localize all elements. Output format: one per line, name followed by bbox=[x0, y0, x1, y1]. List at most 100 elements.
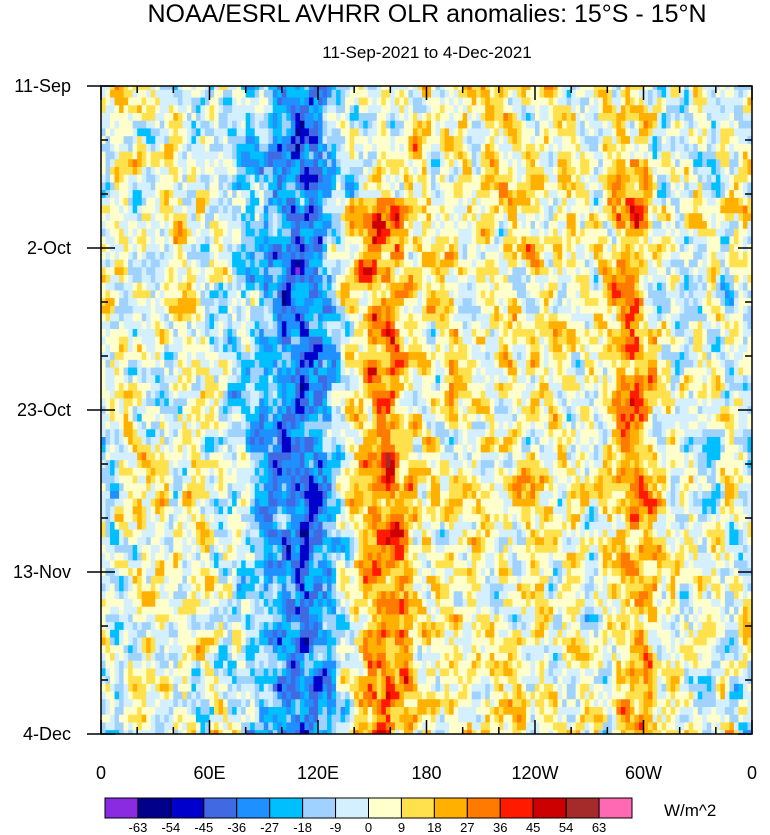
heatmap-cell bbox=[385, 143, 391, 152]
heatmap-cell bbox=[132, 86, 138, 91]
heatmap-cell bbox=[688, 86, 694, 91]
heatmap-cell bbox=[322, 313, 328, 322]
heatmap-cell bbox=[155, 89, 161, 98]
heatmap-cell bbox=[684, 336, 690, 345]
heatmap-cell bbox=[575, 89, 581, 98]
heatmap-cell bbox=[720, 282, 726, 291]
heatmap-cell bbox=[141, 321, 147, 330]
heatmap-cell bbox=[367, 221, 373, 230]
heatmap-cell bbox=[177, 221, 183, 230]
heatmap-cell bbox=[467, 89, 473, 98]
heatmap-cell bbox=[254, 167, 260, 176]
heatmap-cell bbox=[376, 143, 382, 152]
heatmap-cell bbox=[738, 143, 744, 152]
heatmap-cell bbox=[313, 86, 319, 91]
heatmap-cell bbox=[638, 159, 644, 168]
heatmap-cell bbox=[155, 105, 161, 114]
heatmap-cell bbox=[236, 282, 242, 291]
heatmap-cell bbox=[467, 197, 473, 206]
heatmap-cell bbox=[281, 205, 287, 214]
heatmap-cell bbox=[512, 151, 518, 160]
heatmap-cell bbox=[390, 336, 396, 345]
heatmap-cell bbox=[354, 159, 360, 168]
heatmap-cell bbox=[277, 128, 283, 137]
heatmap-cell bbox=[571, 336, 577, 345]
heatmap-cell bbox=[715, 105, 721, 114]
heatmap-cell bbox=[625, 105, 631, 114]
heatmap-cell bbox=[602, 167, 608, 176]
heatmap-cell bbox=[254, 213, 260, 222]
heatmap-cell bbox=[602, 298, 608, 307]
heatmap-cell bbox=[421, 228, 427, 237]
heatmap-cell bbox=[512, 97, 518, 106]
heatmap-cell bbox=[236, 267, 242, 276]
heatmap-cell bbox=[195, 244, 201, 253]
heatmap-cell bbox=[177, 244, 183, 253]
heatmap-cell bbox=[268, 275, 274, 284]
heatmap-cell bbox=[435, 120, 441, 129]
heatmap-cell bbox=[259, 290, 265, 299]
heatmap-cell bbox=[535, 221, 540, 230]
heatmap-cell bbox=[336, 120, 341, 129]
heatmap-cell bbox=[421, 86, 427, 91]
heatmap-cell bbox=[440, 197, 445, 206]
heatmap-cell bbox=[426, 267, 432, 276]
heatmap-cell bbox=[218, 190, 224, 199]
heatmap-cell bbox=[336, 159, 341, 168]
heatmap-cell bbox=[286, 321, 292, 330]
heatmap-cell bbox=[354, 336, 360, 345]
heatmap-cell bbox=[467, 182, 473, 191]
heatmap-cell bbox=[593, 313, 599, 322]
heatmap-cell bbox=[286, 89, 292, 98]
heatmap-cell bbox=[218, 259, 224, 268]
heatmap-cell bbox=[277, 267, 283, 276]
heatmap-cell bbox=[394, 259, 400, 268]
heatmap-cell bbox=[512, 221, 518, 230]
heatmap-cell bbox=[159, 298, 165, 307]
heatmap-cell bbox=[331, 182, 337, 191]
heatmap-cell bbox=[394, 197, 400, 206]
heatmap-cell bbox=[476, 143, 482, 152]
heatmap-cell bbox=[394, 336, 400, 345]
heatmap-cell bbox=[137, 305, 143, 314]
heatmap-cell bbox=[119, 167, 124, 176]
heatmap-cell bbox=[539, 290, 545, 299]
heatmap-cell bbox=[742, 275, 748, 284]
heatmap-cell bbox=[290, 113, 296, 122]
heatmap-cell bbox=[223, 113, 228, 122]
heatmap-cell bbox=[453, 282, 459, 291]
heatmap-cell bbox=[177, 275, 183, 284]
heatmap-cell bbox=[480, 251, 486, 260]
heatmap-cell bbox=[544, 113, 549, 122]
heatmap-cell bbox=[119, 329, 124, 338]
heatmap-cell bbox=[141, 244, 147, 253]
heatmap-cell bbox=[177, 290, 183, 299]
heatmap-cell bbox=[575, 151, 581, 160]
heatmap-cell bbox=[394, 344, 400, 353]
heatmap-cell bbox=[431, 221, 436, 230]
heatmap-cell bbox=[110, 182, 115, 191]
heatmap-cell bbox=[688, 120, 694, 129]
heatmap-cell bbox=[227, 313, 233, 322]
heatmap-cell bbox=[358, 205, 364, 214]
heatmap-cell bbox=[643, 182, 649, 191]
heatmap-cell bbox=[363, 313, 369, 322]
heatmap-cell bbox=[449, 244, 455, 253]
heatmap-cell bbox=[394, 251, 400, 260]
heatmap-cell bbox=[566, 290, 572, 299]
heatmap-cell bbox=[729, 151, 735, 160]
heatmap-cell bbox=[629, 159, 635, 168]
heatmap-cell bbox=[318, 321, 323, 330]
heatmap-cell bbox=[132, 313, 138, 322]
heatmap-cell bbox=[724, 113, 730, 122]
heatmap-cell bbox=[385, 190, 391, 199]
heatmap-cell bbox=[340, 221, 346, 230]
heatmap-cell bbox=[421, 97, 427, 106]
heatmap-cell bbox=[146, 305, 152, 314]
heatmap-cell bbox=[729, 105, 735, 114]
heatmap-cell bbox=[544, 329, 549, 338]
heatmap-cell bbox=[458, 174, 464, 183]
heatmap-cell bbox=[747, 221, 752, 230]
heatmap-cell bbox=[471, 205, 477, 214]
heatmap-cell bbox=[467, 305, 473, 314]
